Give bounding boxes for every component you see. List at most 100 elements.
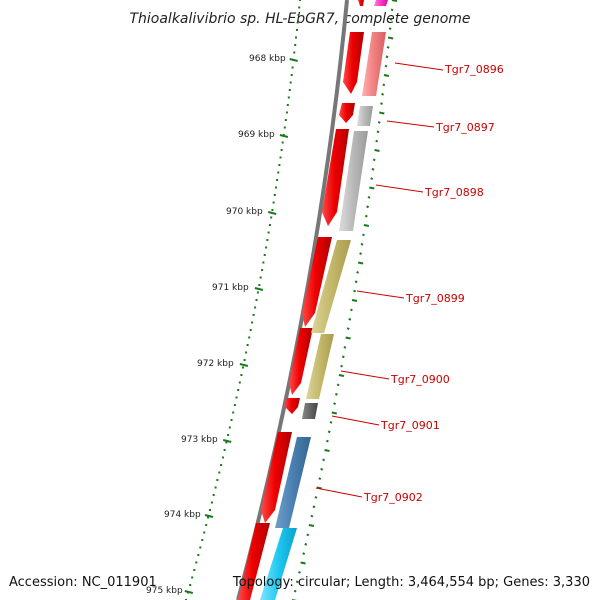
feature-tick [367,196,371,199]
cds-arrow[interactable] [339,103,355,123]
gene-label[interactable]: Tgr7_0899 [405,292,465,305]
scale-dot [251,321,254,324]
feature-tick [336,383,340,387]
leader-line [386,120,435,128]
scale-dot [246,344,249,346]
scale-dot [216,479,219,481]
scale-dot [189,584,192,586]
scale-dot [271,209,274,211]
scale-dot [227,434,230,436]
scale-tick [279,134,289,138]
cds-arrow[interactable] [238,523,270,600]
scale-dot [243,359,246,361]
feature-tick [334,392,338,396]
scale-ticks [184,58,298,594]
feature-tick [312,505,316,509]
scale-dot [256,291,259,294]
cds-arrow[interactable] [302,237,332,327]
feature-tick [348,317,352,321]
scale-tick [267,211,277,215]
scale-dot [267,231,270,234]
gene-label[interactable]: Tgr7_0901 [380,419,440,432]
leader-line [340,370,390,380]
feature-tick [329,421,333,424]
scale-dot [207,516,210,519]
feature-tick [377,121,381,124]
feature-block[interactable] [339,131,368,231]
cds-arrow[interactable] [343,32,364,94]
scale-tick [289,58,298,62]
map-title: Thioalkalivibrio sp. HL-EbGR7, complete … [129,11,470,27]
scale-dot [228,426,231,429]
scale-tick [204,514,214,518]
scale-tick [222,439,232,443]
scale-dot [225,441,228,444]
scale-dot [262,261,265,264]
feature-tick [391,0,398,2]
gene-labels: Tgr7_0896 Tgr7_0897 Tgr7_0898 Tgr7_0899 … [363,63,504,504]
scale-dot [248,336,251,339]
gene-label[interactable]: Tgr7_0902 [363,491,423,504]
scale-dot [242,366,244,369]
cds-arrow[interactable] [284,398,300,414]
feature-block[interactable] [306,334,334,399]
feature-tick [360,242,364,246]
scale-dot [273,194,276,196]
scale-dot [232,411,235,414]
feature-tick [295,580,299,584]
scale-label: 972 kbp [197,359,234,369]
gene-label[interactable]: Tgr7_0900 [390,373,450,386]
feature-block[interactable] [302,403,318,419]
scale-dot [265,246,268,249]
cds-arrow[interactable] [358,0,364,6]
scale-dot [240,374,243,376]
gene-label[interactable]: Tgr7_0898 [424,186,484,199]
scale-dot [201,539,204,541]
cds-track [238,0,364,600]
scale-label: 968 kbp [249,54,286,64]
leader-line [356,290,405,299]
feature-tick [346,327,350,330]
feature-tick [385,55,389,59]
scale-dot [287,96,290,99]
scale-dot [258,284,261,286]
feature-block[interactable] [362,32,386,96]
scale-dot [279,156,282,159]
feature-tick [381,92,385,96]
scale-dot [266,239,269,241]
gene-label[interactable]: Tgr7_0896 [444,63,504,76]
scale-dot [249,329,252,331]
scale-dot [252,314,255,316]
feature-block[interactable] [275,437,311,528]
feature-tick [382,83,386,87]
feature-block[interactable] [311,240,351,333]
scale-dot [220,464,223,466]
scale-dot [275,186,277,189]
scale-dot [191,576,194,579]
scale-dot [299,0,301,1]
scale-dot [298,6,301,9]
leader-line [331,415,380,426]
gene-label[interactable]: Tgr7_0897 [435,121,495,134]
scale-dot [280,149,283,151]
cds-arrow[interactable] [261,432,292,523]
scale-tick [184,590,194,594]
feature-tick [320,467,324,471]
scale-dot [233,404,236,406]
feature-tick [325,439,329,443]
feature-block[interactable] [260,528,297,600]
feature-tick [356,271,360,274]
cds-arrow[interactable] [289,328,313,395]
feature-ticks [292,0,398,600]
scale-dot [230,419,233,421]
feature-tick [386,46,390,49]
scale-label: 973 kbp [181,435,218,445]
cds-arrow[interactable] [322,129,349,226]
scale-label: 970 kbp [226,207,263,217]
scale-dot [297,14,300,16]
feature-tick [376,130,380,134]
feature-block[interactable] [357,106,373,126]
feature-tick [380,102,383,105]
feature-tick [345,336,351,340]
feature-block[interactable] [374,0,388,6]
